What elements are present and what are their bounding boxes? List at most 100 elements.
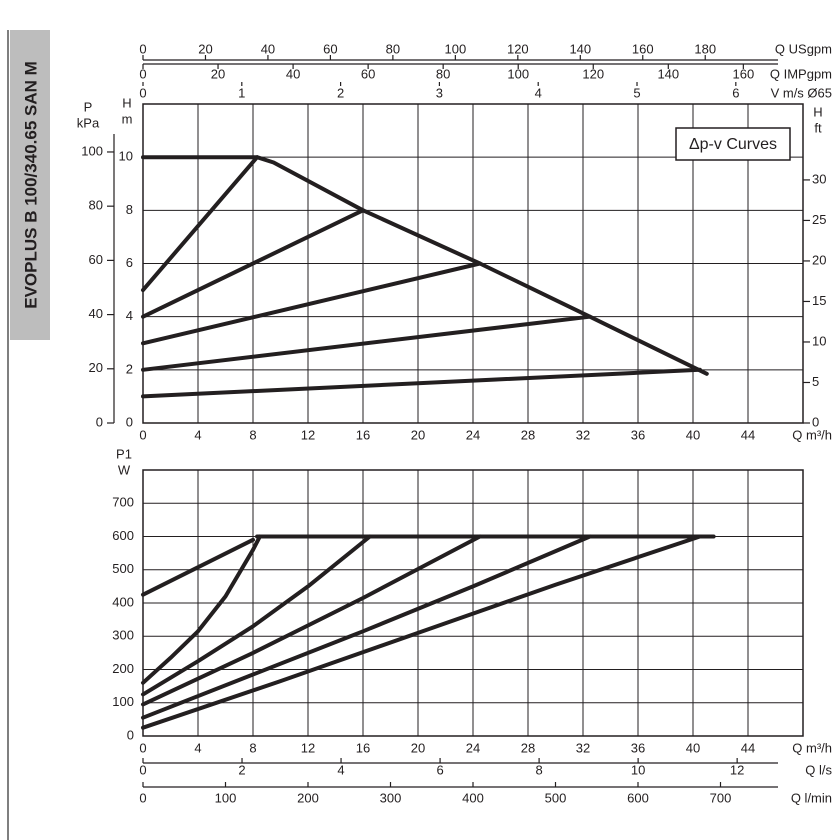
x-tick-label: 32 [576,740,590,755]
curve [141,534,592,720]
bottom-axis-tick-label: 100 [215,790,237,805]
top-axis-tick-label: 6 [732,85,739,100]
left-axis-tick-label: 0 [96,414,103,429]
top-axis-label: Q USgpm [775,41,832,56]
x-tick-label: 20 [411,427,425,442]
x-tick-label: 32 [576,427,590,442]
side-title: EVOPLUS B 100/340.65 SAN M [21,61,40,309]
left-axis-unit: kPa [77,115,100,130]
power-chart: 0 4 8 12 16 20 24 28 32 36 40 44 Q m³/h0100200300400… [112,446,832,805]
top-axis-tick-label: 40 [286,66,300,81]
curve [141,314,592,372]
top-axis-label: V m/s Ø65 [771,85,832,100]
x-tick-label: 20 [411,740,425,755]
y-tick-label: 500 [112,561,134,576]
top-axis-tick-label: 140 [569,41,591,56]
curve [141,534,482,707]
left-axis-tick-label: 80 [89,198,103,213]
top-axis-tick-label: 60 [323,41,337,56]
annotation-box [675,127,791,161]
bottom-axis-tick-label: 6 [436,762,443,777]
bottom-axis-tick-label: 300 [380,790,402,805]
curve [141,367,702,399]
bottom-axis-tick-label: 8 [535,762,542,777]
plot-frame [142,469,804,737]
y-tick-label: 100 [112,694,134,709]
bottom-axis-tick-label: 700 [710,790,732,805]
curve [141,261,482,346]
x-tick-label: 40 [686,427,700,442]
x-tick-label: 8 [249,740,256,755]
x-tick-label: 0 [139,427,146,442]
y2-tick-label: 5 [812,374,819,389]
x-tick-label: 12 [301,427,315,442]
x-tick-label: 24 [466,740,480,755]
curve [141,155,260,293]
bottom-axis-label: Q l/s [805,762,832,777]
top-axis-tick-label: 3 [436,85,443,100]
curve [141,534,702,730]
x-tick-label: 4 [194,427,201,442]
x-tick-label: 24 [466,427,480,442]
top-axis-tick-label: 140 [657,66,679,81]
top-axis-tick-label: 160 [632,41,654,56]
x-tick-label: 16 [356,427,370,442]
y2-tick-label: 30 [812,171,826,186]
top-axis-tick-label: 0 [139,85,146,100]
bottom-axis-tick-label: 0 [139,790,146,805]
x-tick-label: 36 [631,427,645,442]
plot-frame [142,103,804,424]
x-tick-label: 0 [139,740,146,755]
y-tick-label: 200 [112,661,134,676]
y-tick-label: 6 [126,255,133,270]
x-tick-label: 28 [521,740,535,755]
bottom-axis-label: Q l/min [791,790,832,805]
left-axis-tick-label: 40 [89,306,103,321]
head-chart: 0 4 8 12 16 20 24 28 32 36 40 44 Q m³/h0246810Hm0204… [77,41,832,442]
bottom-axis-tick-label: 10 [631,762,645,777]
curve [141,534,262,685]
bottom-axis-tick-label: 400 [462,790,484,805]
y-axis-unit: m [122,111,133,126]
top-axis-tick-label: 1 [238,85,245,100]
curve [141,534,372,697]
y2-tick-label: 10 [812,333,826,348]
y-tick-label: 8 [126,202,133,217]
y-tick-label: 700 [112,495,134,510]
left-axis-tick-label: 60 [89,252,103,267]
side-title-band [10,30,50,340]
y-tick-label: 2 [126,361,133,376]
left-axis-tick-label: 100 [81,143,103,158]
top-axis-tick-label: 160 [732,66,754,81]
bottom-axis-tick-label: 4 [337,762,344,777]
bottom-axis-tick-label: 500 [545,790,567,805]
top-axis-tick-label: 0 [139,66,146,81]
x-tick-label: 44 [741,740,755,755]
top-axis-tick-label: 20 [198,41,212,56]
top-axis-tick-label: 120 [582,66,604,81]
top-axis-tick-label: 100 [445,41,467,56]
x-tick-label: 8 [249,427,256,442]
y-tick-label: 600 [112,528,134,543]
y2-tick-label: 15 [812,293,826,308]
top-axis-tick-label: 20 [211,66,225,81]
x-tick-label: 12 [301,740,315,755]
bottom-axis-tick-label: 0 [139,762,146,777]
y-tick-label: 400 [112,594,134,609]
top-axis-label: Q IMPgpm [770,66,832,81]
x-tick-label: 44 [741,427,755,442]
y-axis-label: P1 [116,446,132,461]
x-tick-label: 40 [686,740,700,755]
bottom-axis-tick-label: 12 [730,762,744,777]
top-axis-tick-label: 100 [507,66,529,81]
x-tick-label: 36 [631,740,645,755]
annotation: Δp-v Curves [689,136,777,153]
top-axis-tick-label: 5 [633,85,640,100]
y-axis-unit: W [118,462,131,477]
x-axis-label: Q m³/h [792,427,832,442]
top-axis-tick-label: 80 [436,66,450,81]
y-tick-label: 0 [126,414,133,429]
left-axis-tick-label: 20 [89,360,103,375]
top-axis-tick-label: 0 [139,41,146,56]
